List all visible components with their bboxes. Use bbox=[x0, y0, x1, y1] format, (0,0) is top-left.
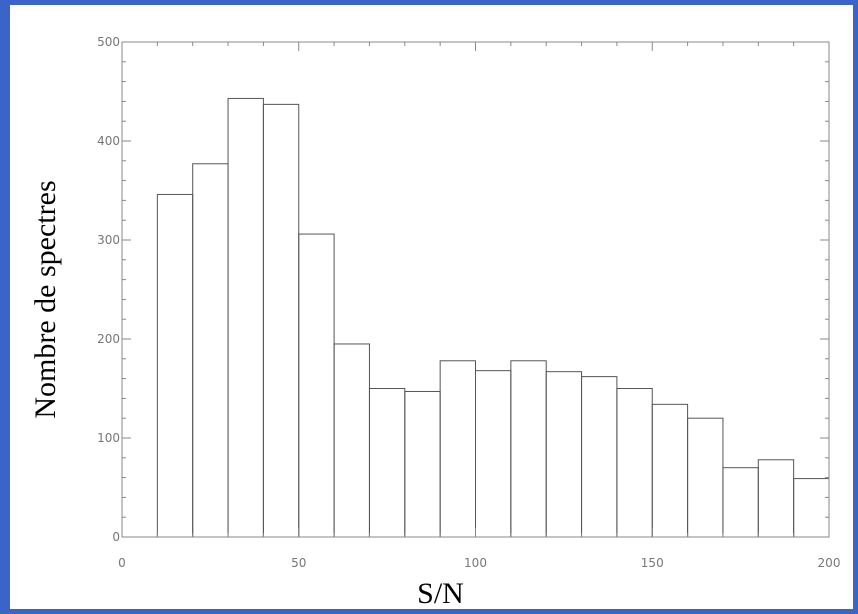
y-tick-label: 100 bbox=[97, 431, 120, 445]
histogram-bar-9 bbox=[475, 370, 512, 538]
histogram-bar-6 bbox=[368, 388, 406, 538]
histogram-bar-8 bbox=[439, 360, 476, 538]
x-tick-label: 150 bbox=[641, 556, 664, 570]
histogram-bar-4 bbox=[298, 233, 335, 538]
y-axis-title: Nombre de spectres bbox=[29, 180, 62, 418]
x-tick-label: 0 bbox=[118, 556, 126, 570]
x-axis-title: S/N bbox=[417, 577, 464, 609]
histogram-bar-17 bbox=[757, 459, 795, 538]
x-tick-label: 50 bbox=[291, 556, 306, 570]
histogram-bars bbox=[156, 97, 830, 538]
axis-ticks bbox=[121, 41, 830, 538]
histogram-bar-14 bbox=[651, 403, 689, 538]
histogram-bar-3 bbox=[262, 103, 300, 538]
x-tick-label: 200 bbox=[818, 556, 841, 570]
histogram-bar-7 bbox=[404, 390, 441, 538]
y-tick-label: 400 bbox=[97, 134, 120, 148]
histogram-bar-1 bbox=[192, 163, 229, 538]
histogram-bar-12 bbox=[581, 376, 618, 538]
histogram-bar-13 bbox=[616, 388, 653, 538]
histogram-chart: 0 50 100 150 200 0 100 200 300 400 500 S/N Nombre … bbox=[29, 35, 840, 609]
y-tick-label: 0 bbox=[112, 530, 120, 544]
histogram-bar-18 bbox=[793, 478, 830, 538]
histogram-bar-0 bbox=[156, 193, 194, 538]
y-tick-label: 500 bbox=[97, 35, 120, 49]
histogram-bar-16 bbox=[722, 467, 759, 538]
tick-labels: 0 50 100 150 200 0 100 200 300 400 500 bbox=[97, 35, 840, 570]
y-tick-label: 300 bbox=[97, 233, 120, 247]
histogram-bar-11 bbox=[545, 371, 583, 538]
histogram-bar-5 bbox=[333, 343, 370, 538]
histogram-bar-10 bbox=[510, 360, 547, 538]
histogram-bar-15 bbox=[687, 417, 724, 538]
y-tick-label: 200 bbox=[97, 332, 120, 346]
x-tick-label: 100 bbox=[464, 556, 487, 570]
chart-panel: 0 50 100 150 200 0 100 200 300 400 500 S/N Nombre … bbox=[10, 5, 853, 609]
histogram-bar-2 bbox=[227, 97, 264, 538]
